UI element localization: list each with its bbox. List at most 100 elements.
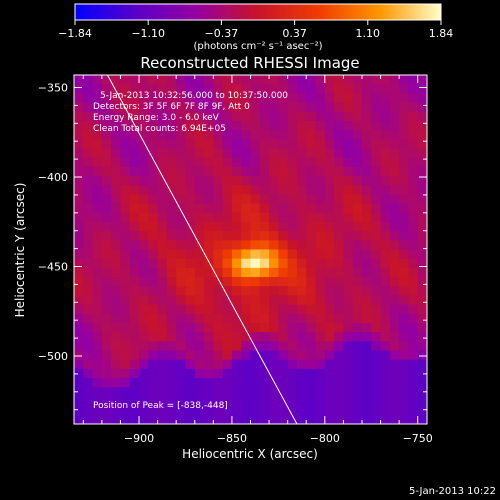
heatmap-cell (296, 341, 307, 352)
heatmap-cell (287, 304, 298, 315)
heatmap-cell (194, 102, 205, 113)
heatmap-cell (306, 332, 317, 342)
heatmap-cell (176, 350, 187, 361)
heatmap-cell (148, 221, 159, 232)
heatmap-cell (408, 396, 419, 407)
heatmap-cell (204, 240, 214, 251)
heatmap-cell (120, 185, 131, 195)
heatmap-cell (101, 295, 112, 306)
heatmap-cell (296, 93, 307, 104)
heatmap-cell (83, 84, 94, 94)
heatmap-cell (139, 176, 149, 186)
heatmap-cell (166, 350, 177, 361)
heatmap-cell (204, 350, 214, 361)
heatmap-cell (361, 405, 372, 416)
heatmap-cell (120, 368, 131, 379)
heatmap-cell (269, 313, 279, 324)
heatmap-cell (417, 231, 427, 241)
heatmap-cell (408, 139, 419, 150)
heatmap-cell (139, 130, 149, 140)
heatmap-cell (250, 277, 261, 287)
heatmap-cell (92, 203, 103, 214)
heatmap-cell (259, 157, 270, 168)
heatmap-cell (74, 396, 84, 407)
heatmap-cell (399, 258, 410, 269)
heatmap-cell (380, 130, 391, 140)
heatmap-cell (74, 231, 84, 241)
heatmap-cell (417, 111, 427, 122)
heatmap-cell (371, 387, 382, 398)
heatmap-cell (92, 240, 103, 251)
heatmap-cell (352, 84, 363, 94)
heatmap-cell (399, 277, 410, 287)
heatmap-cell (269, 102, 279, 113)
heatmap-cell (83, 75, 94, 85)
heatmap-cell (222, 185, 233, 195)
heatmap-cell (241, 111, 252, 122)
heatmap-cell (389, 332, 400, 342)
heatmap-cell (120, 166, 131, 177)
heatmap-cell (399, 93, 410, 104)
heatmap-cell (259, 286, 270, 297)
heatmap-cell (361, 295, 372, 306)
heatmap-cell (361, 75, 372, 85)
heatmap-cell (399, 148, 410, 159)
heatmap-cell (111, 231, 122, 241)
heatmap-cell (287, 231, 298, 241)
heatmap-cell (250, 166, 261, 177)
heatmap-cell (241, 157, 252, 168)
heatmap-cell (408, 176, 419, 186)
heatmap-cell (315, 414, 326, 424)
heatmap-cell (129, 295, 140, 306)
heatmap-cell (157, 185, 168, 195)
heatmap-cell (101, 93, 112, 104)
heatmap-cell (389, 102, 400, 113)
heatmap-cell (250, 176, 261, 186)
heatmap-cell (269, 139, 279, 150)
heatmap-cell (157, 157, 168, 168)
heatmap-cell (361, 414, 372, 424)
heatmap-cell (166, 203, 177, 214)
heatmap-cell (278, 75, 289, 85)
heatmap-cell (389, 120, 400, 131)
heatmap-cell (250, 212, 261, 223)
heatmap-cell (166, 102, 177, 113)
heatmap-cell (101, 84, 112, 94)
heatmap-cell (101, 378, 112, 388)
heatmap-cell (185, 203, 196, 214)
heatmap-cell (287, 313, 298, 324)
heatmap-cell (296, 84, 307, 94)
heatmap-cell (324, 221, 335, 232)
heatmap-cell (352, 378, 363, 388)
heatmap-cell (231, 405, 242, 416)
heatmap-cell (194, 359, 205, 370)
heatmap-cell (176, 267, 187, 278)
heatmap-cell (259, 387, 270, 398)
heatmap-cell (259, 258, 270, 269)
heatmap-cell (408, 111, 419, 122)
heatmap-cell (343, 139, 354, 150)
heatmap-cell (148, 203, 159, 214)
heatmap-cell (408, 368, 419, 379)
heatmap-cell (83, 139, 94, 150)
heatmap-cell (129, 148, 140, 159)
heatmap-cell (343, 341, 354, 352)
heatmap-cell (120, 93, 131, 104)
heatmap-cell (371, 249, 382, 260)
heatmap-cell (231, 341, 242, 352)
heatmap-cell (250, 313, 261, 324)
heatmap-cell (241, 120, 252, 131)
heatmap-cell (334, 249, 344, 260)
heatmap-cell (185, 120, 196, 131)
heatmap-cell (139, 203, 149, 214)
heatmap-cell (101, 185, 112, 195)
heatmap-cell (408, 194, 419, 205)
heatmap-cell (157, 332, 168, 342)
heatmap-cell (324, 341, 335, 352)
heatmap-cell (352, 166, 363, 177)
heatmap-cell (166, 176, 177, 186)
heatmap-cell (204, 102, 214, 113)
heatmap-cell (222, 341, 233, 352)
heatmap-cell (287, 130, 298, 140)
heatmap-cell (92, 194, 103, 205)
